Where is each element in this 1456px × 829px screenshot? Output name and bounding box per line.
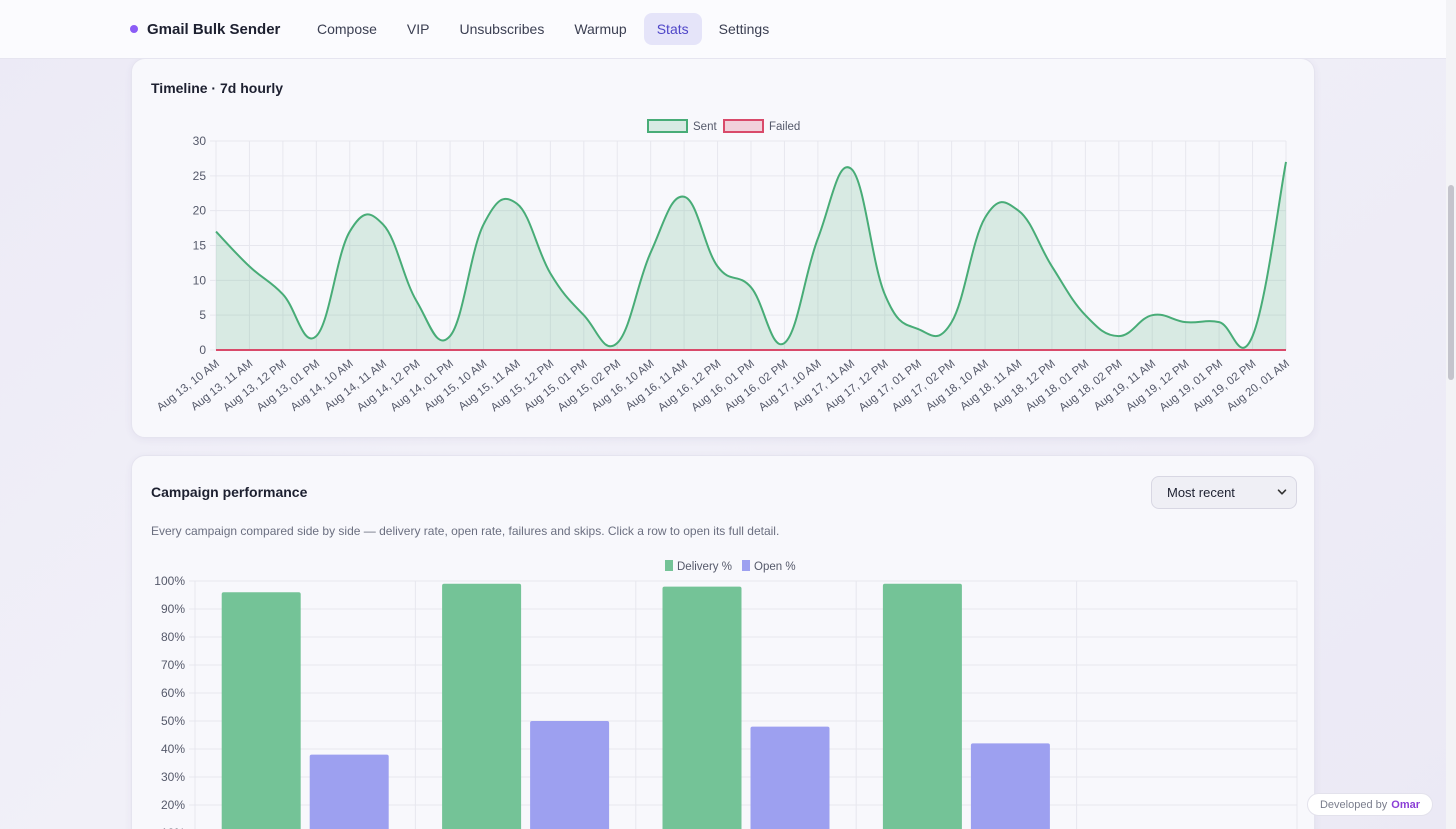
main-nav: Compose VIP Unsubscribes Warmup Stats Se… [304,13,786,45]
y-tick-label: 20% [161,798,185,812]
sent-series-line [215,161,1287,349]
nav-vip[interactable]: VIP [406,21,430,37]
open-bar [750,726,830,829]
y-tick-label: 70% [161,658,185,672]
campaign-performance-card: Campaign performance Most recent Every c… [131,455,1315,829]
delivery-bar [442,583,522,829]
y-tick-label: 10 [193,273,207,287]
page-scrollbar[interactable] [1446,0,1456,829]
brand[interactable]: Gmail Bulk Sender [130,21,304,38]
timeline-card: Timeline · 7d hourly 0 5 10 15 20 25 30 Sent Fai… [131,58,1315,438]
legend-label-sent: Sent [693,121,717,133]
sent-area [216,161,1286,350]
sort-select[interactable]: Most recent [1151,476,1297,509]
y-tick-label: 40% [161,742,185,756]
nav-settings[interactable]: Settings [718,21,770,37]
y-tick-label: 0 [199,343,206,357]
delivery-bar [221,592,301,829]
y-tick-label: 30 [193,134,207,148]
y-tick-label: 5 [199,308,206,322]
y-tick-label: 10% [161,826,185,829]
y-tick-label: 100% [154,574,185,588]
nav-warmup[interactable]: Warmup [574,21,627,37]
timeline-title: Timeline · 7d hourly [151,80,283,96]
y-tick-label: 30% [161,770,185,784]
y-tick-label: 90% [161,602,185,616]
top-navbar: Gmail Bulk Sender Compose VIP Unsubscrib… [0,0,1446,59]
brand-dot-icon [130,25,138,33]
chevron-down-icon [1277,489,1287,495]
campaign-bar-chart: 10% 20% 30% 40% 50% 60% 70% 80% 90% 100% Delivery … [154,560,1298,829]
campaign-performance-description: Every campaign compared side by side — d… [151,524,780,538]
y-tick-label: 20 [193,204,207,218]
legend-swatch-delivery [665,560,673,571]
developed-by-badge[interactable]: Developed by Omar [1307,793,1433,816]
open-bar [530,721,610,829]
developer-name: Omar [1391,798,1421,811]
delivery-bar [662,586,742,829]
legend-label-delivery: Delivery % [677,561,732,573]
legend-swatch-sent [647,119,688,133]
open-bar [309,754,389,829]
legend-swatch-open [742,560,750,571]
open-bar [970,743,1050,829]
nav-stats[interactable]: Stats [643,13,702,45]
y-tick-label: 15 [193,239,207,253]
y-tick-label: 50% [161,714,185,728]
campaign-performance-title: Campaign performance [151,484,308,500]
campaign-legend: Delivery % Open % [665,560,796,573]
y-tick-label: 80% [161,630,185,644]
developed-by-label: Developed by [1319,798,1388,811]
app-title: Gmail Bulk Sender [147,20,281,38]
x-tick-label: Aug 20, 01 AM [1225,358,1292,414]
y-tick-label: 60% [161,686,185,700]
delivery-bar [882,583,962,829]
sort-select-value: Most recent [1167,485,1235,500]
timeline-legend: Sent Failed [647,119,800,133]
legend-swatch-failed [723,119,764,133]
y-tick-label: 25 [193,169,207,183]
nav-compose[interactable]: Compose [317,21,377,37]
nav-unsubscribes[interactable]: Unsubscribes [459,21,545,37]
scrollbar-thumb[interactable] [1448,185,1454,380]
legend-label-open: Open % [754,561,796,573]
legend-label-failed: Failed [769,121,800,133]
